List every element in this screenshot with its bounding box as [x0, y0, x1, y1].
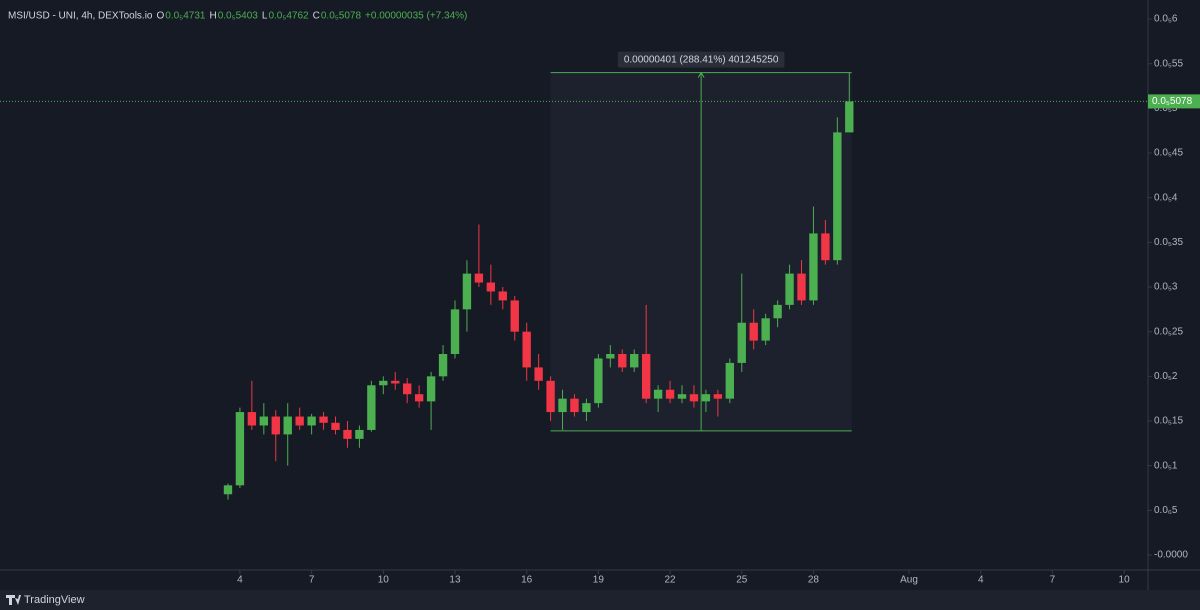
y-tick-label: 0.0₅1 [1154, 460, 1178, 471]
y-tick-label: -0.0000 [1154, 550, 1188, 561]
candle-body [379, 380, 388, 386]
candle-body [426, 376, 436, 402]
candle-body [462, 273, 472, 310]
candle-body [295, 416, 304, 426]
footer-bar [0, 590, 1200, 610]
header-text: C [313, 11, 320, 22]
candle-body [546, 380, 555, 413]
y-tick-label: 0.0₅6 [1154, 14, 1178, 25]
candle-body [558, 398, 567, 413]
candle-body [665, 389, 675, 399]
candle-body [797, 273, 806, 301]
y-tick-label: 0.0₅4 [1154, 192, 1178, 203]
x-tick-label: 13 [449, 575, 461, 586]
candle-body [677, 394, 687, 399]
candle-body [331, 422, 340, 430]
y-tick-label: 0.0₅35 [1154, 237, 1183, 248]
candle-body [522, 331, 531, 368]
y-tick-label: 0.0₅15 [1154, 416, 1183, 427]
y-tick-label: 0.0₅55 [1154, 58, 1183, 69]
header: MSI/USD - UNI, 4h, DEXTools.io O 0.0₅4731 H… [8, 11, 467, 22]
candle-body [403, 383, 412, 395]
candle-body [606, 354, 615, 359]
candle-body [486, 282, 496, 292]
brand: TradingView [24, 594, 85, 606]
candle-body [570, 398, 579, 413]
candle-body [761, 318, 770, 341]
x-tick-label: 4 [237, 575, 243, 586]
candle-body [785, 273, 794, 305]
candle-body [773, 304, 782, 319]
candle-body [809, 233, 818, 301]
price-tag [1148, 94, 1200, 109]
candle-body [367, 385, 376, 430]
measure-label: 0.00000401 (288.41%) 401245250 [624, 54, 779, 65]
brand-logo [6, 595, 21, 605]
candle-body [283, 416, 292, 435]
header-text: 0.0₅5403 [218, 11, 259, 22]
x-tick-label: 16 [521, 575, 533, 586]
y-tick-label: 0.0₆5 [1154, 505, 1178, 516]
candle-body [630, 354, 639, 368]
candle-body [749, 322, 758, 341]
measure-label-box [617, 51, 785, 68]
candle-body [438, 354, 448, 377]
x-tick-label: 10 [1119, 575, 1131, 586]
candle-body [510, 300, 519, 332]
header-text: H [209, 11, 216, 22]
y-tick-label: 0.0₅3 [1154, 282, 1178, 293]
measure-arrowhead [697, 71, 705, 78]
candle-body [534, 367, 543, 381]
header-text: 0.0₅5078 [321, 11, 362, 22]
candle-body [235, 412, 245, 486]
header-text: MSI/USD - UNI, 4h, DEXTools.io [8, 11, 153, 22]
x-tick-label: Aug [900, 575, 918, 586]
header-text: +0.00000035 (+7.34%) [365, 11, 467, 22]
candle-body [618, 354, 627, 368]
candle-body [737, 322, 746, 363]
candle-body [307, 416, 316, 426]
candle-body [641, 354, 651, 399]
header-text: 0.0₅4762 [268, 11, 309, 22]
x-tick-label: 19 [593, 575, 605, 586]
candle-body [450, 309, 460, 355]
candle-body [653, 389, 663, 399]
header-text: L [262, 11, 268, 22]
header-text: 0.0₅4731 [165, 11, 206, 22]
candle-body [845, 101, 854, 133]
candle-body [582, 403, 591, 413]
candle-body [701, 394, 711, 402]
candle-body [725, 362, 734, 399]
candle-body [498, 291, 507, 301]
x-tick-label: 28 [808, 575, 820, 586]
candle-body [271, 416, 280, 435]
candle-body [391, 380, 400, 384]
x-tick-label: 7 [1050, 575, 1056, 586]
y-tick-label: 0.0₅5 [1154, 103, 1178, 114]
candle-body [343, 429, 352, 439]
candle-body [247, 412, 257, 426]
x-tick-label: 22 [665, 575, 677, 586]
x-tick-label: 10 [378, 575, 390, 586]
y-tick-label: 0.0₅45 [1154, 148, 1183, 159]
candle-body [414, 394, 424, 402]
header-text: O [156, 11, 164, 22]
candle-body [689, 394, 699, 402]
candle-body [319, 416, 328, 423]
candle-body [355, 429, 364, 439]
y-tick-label: 0.0₅2 [1154, 371, 1178, 382]
y-tick-label: 0.0₅25 [1154, 326, 1183, 337]
x-tick-label: 25 [736, 575, 748, 586]
candle-body [223, 485, 233, 495]
candle-body [259, 416, 269, 426]
candle-body [713, 394, 723, 399]
candle-body [833, 132, 842, 261]
candle-body [821, 233, 830, 261]
candle-body [594, 358, 603, 404]
candle-body [474, 273, 484, 283]
x-tick-label: 7 [309, 575, 315, 586]
price-tag-label: 0.0₅5078 [1152, 96, 1193, 107]
x-tick-label: 4 [978, 575, 984, 586]
